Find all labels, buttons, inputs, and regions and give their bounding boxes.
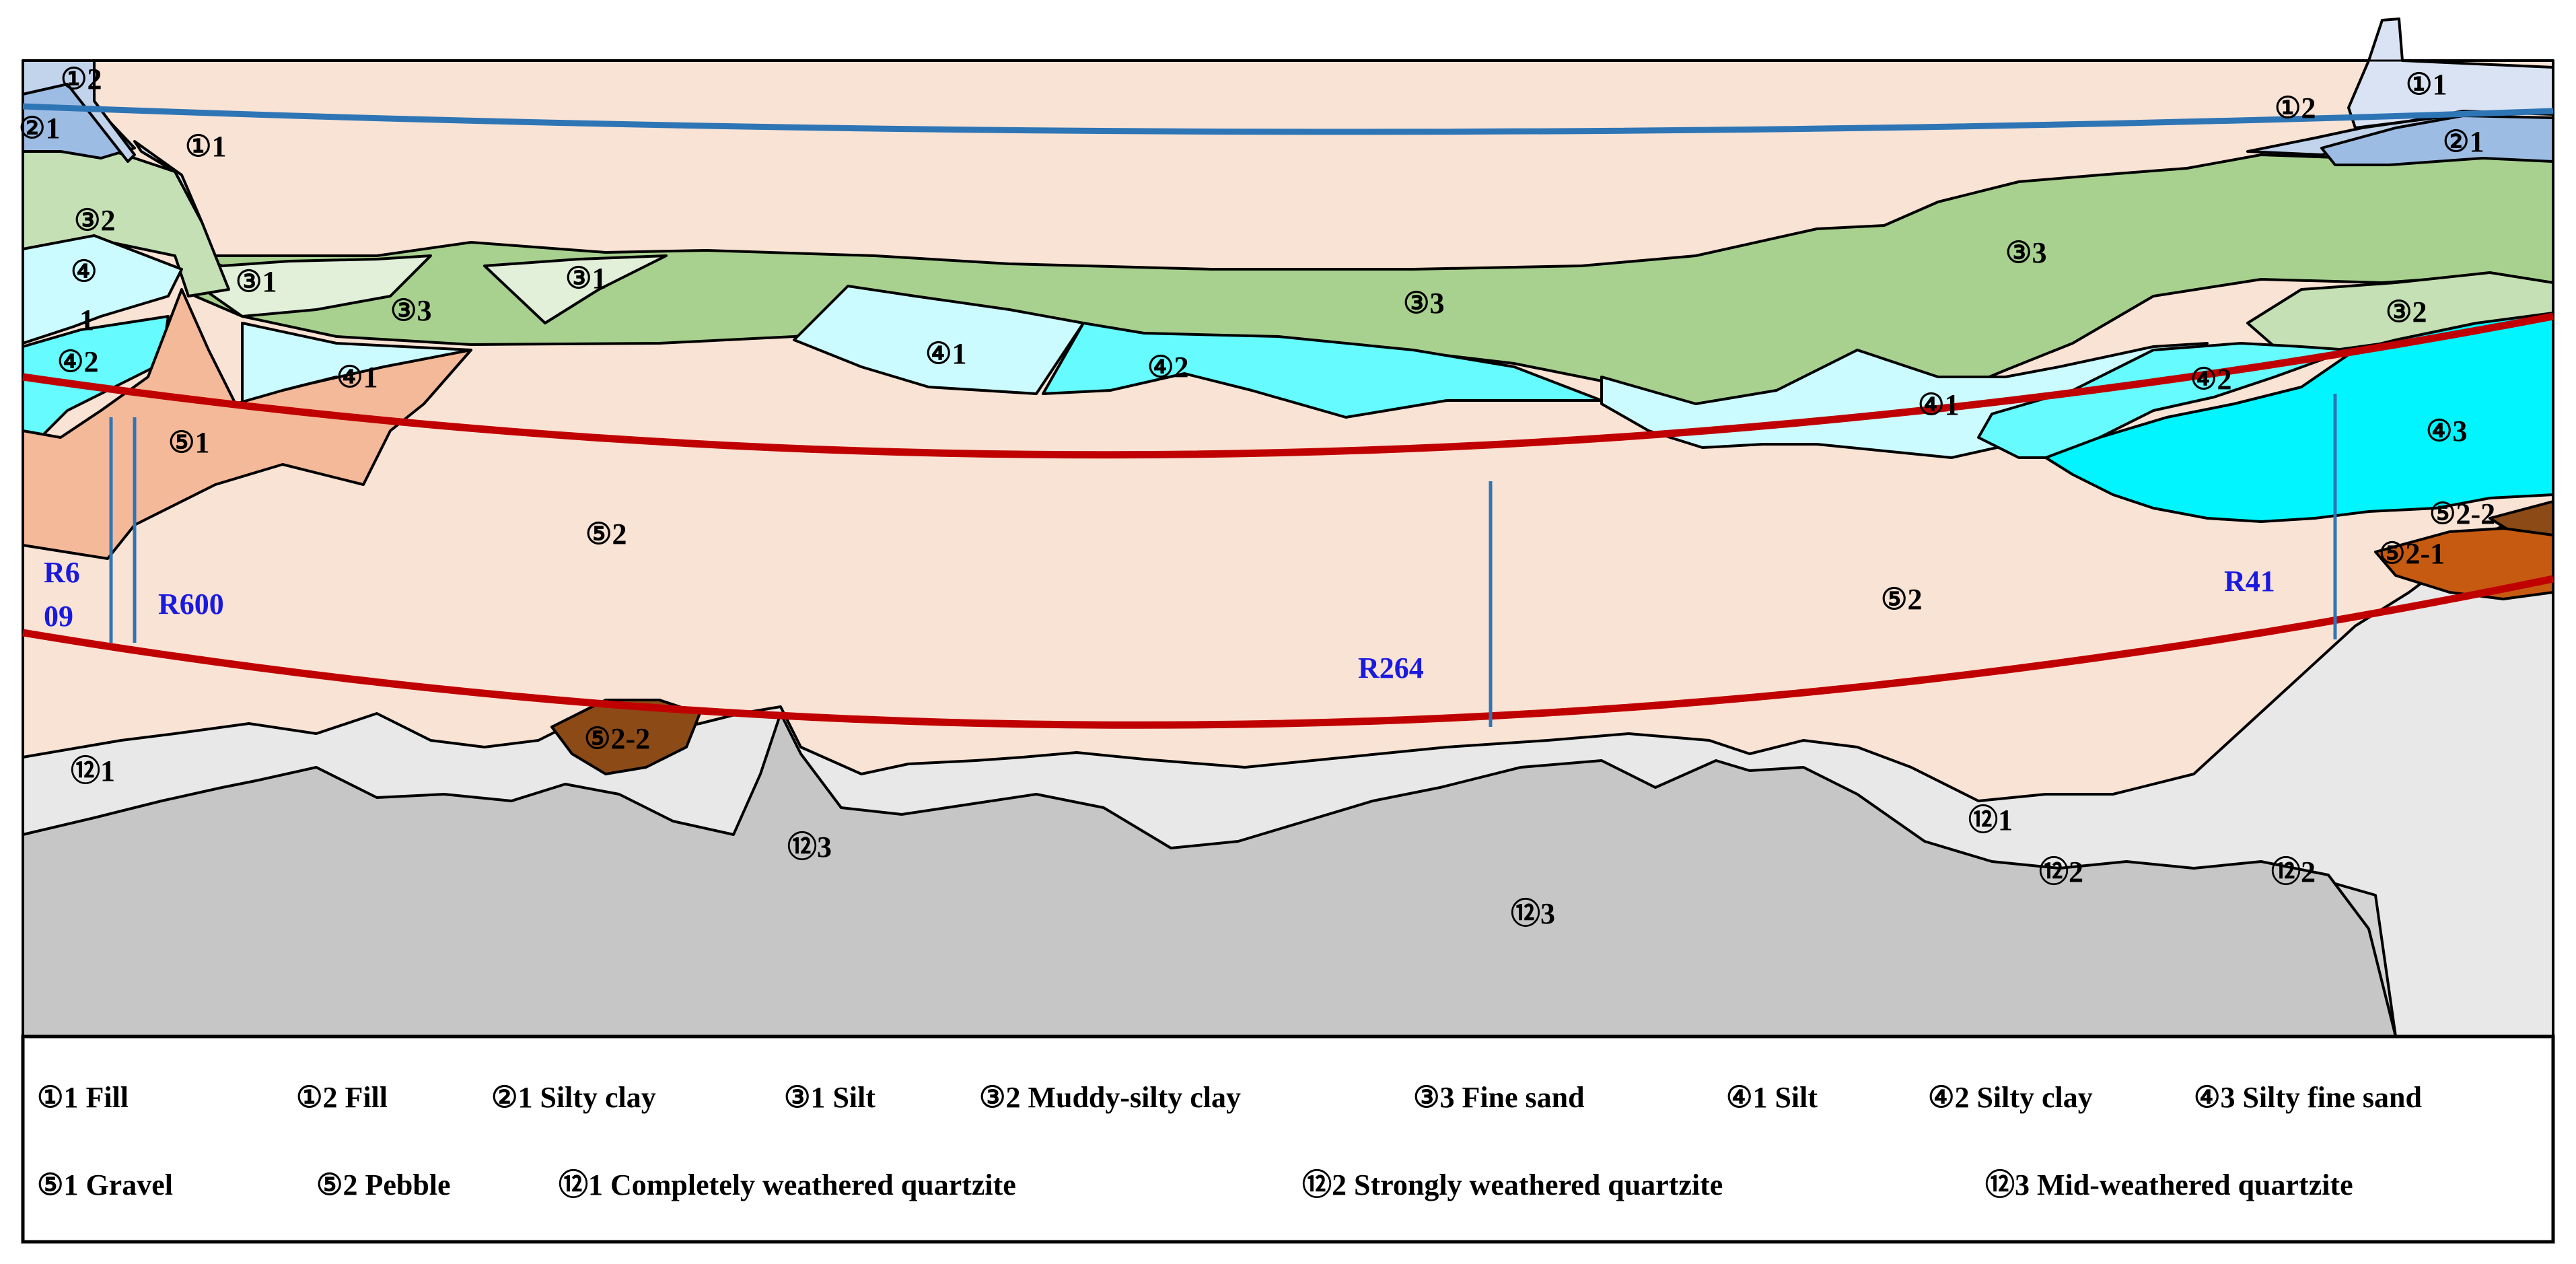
label-lens-left: ⑤2-2	[584, 722, 650, 755]
label-fine-sand-mid: ③3	[1403, 287, 1444, 320]
lens-5-2-2-left	[550, 699, 701, 775]
label-quartzite122-a: ⑫2	[2039, 855, 2083, 888]
tunnel-top-line	[22, 312, 2554, 459]
legend-item: ④2 Silty clay	[1928, 1081, 2093, 1114]
fill-1-1-left-layer	[133, 140, 203, 223]
label-quartzite123-main: ⑫3	[1511, 897, 1555, 930]
legend-item: ③1 Silt	[784, 1081, 875, 1114]
silty-clay-4-2-mid-layer	[1042, 322, 1603, 419]
legend-item: ⑫3 Mid-weathered quartzite	[1985, 1168, 2353, 1201]
legend-box	[21, 1034, 2555, 1244]
legend-item: ⑫2 Strongly weathered quartzite	[1302, 1168, 1723, 1201]
borehole-label-r264: R264	[1358, 652, 1424, 684]
legend-item: ③3 Fine sand	[1413, 1081, 1585, 1114]
label-silty-clay-left: ②1	[19, 112, 60, 145]
borehole-label-r609-b: 09	[44, 600, 73, 633]
legend-item: ①2 Fill	[296, 1081, 388, 1114]
label-fill-left-top: ①2	[61, 63, 102, 96]
label-fine-sand-right: ③3	[2005, 236, 2046, 269]
label-silty-clay-right: ②1	[2443, 125, 2484, 158]
label-fill-right-1: ①1	[2406, 68, 2447, 101]
label-silty-clay4-left: ④2	[57, 345, 98, 378]
legend-row-1: ①1 Fill ①2 Fill ②1 Silty clay ③1 Silt ③2…	[37, 1081, 2422, 1114]
silt-4-1-left-top-layer	[22, 234, 183, 345]
borehole-label-r41: R41	[2224, 565, 2275, 598]
water-level-line	[22, 103, 2554, 135]
label-fill-left-mid: ①1	[185, 130, 226, 163]
label-fill-right-2: ①2	[2275, 92, 2316, 125]
label-silt4-left-b: 1	[79, 304, 94, 337]
legend-item: ①1 Fill	[37, 1081, 129, 1114]
label-silty-clay4-right: ④2	[2190, 363, 2231, 396]
label-silt4-mid: ④1	[925, 337, 966, 370]
legend-item: ⑤1 Gravel	[37, 1168, 173, 1201]
silty-clay-4-2-right-layer	[1977, 342, 2350, 459]
label-quartzite121-left: ⑫1	[71, 754, 115, 787]
label-silty-clay4-mid: ④2	[1147, 351, 1188, 384]
label-quartzite122-b: ⑫2	[2271, 855, 2316, 888]
legend-item: ⑤2 Pebble	[316, 1168, 451, 1201]
quartzite-12-3-layer	[22, 712, 2397, 1038]
legend-item: ②1 Silty clay	[491, 1081, 656, 1114]
legend-item: ④3 Silty fine sand	[2194, 1081, 2422, 1114]
fill-1-2-left-layer	[22, 59, 136, 163]
label-muddy-left: ③2	[74, 204, 115, 237]
silty-fine-sand-4-3-layer	[2044, 312, 2554, 523]
silt-3-1-mid-layer	[483, 254, 668, 324]
label-quartzite121-right: ⑫1	[1968, 804, 2013, 837]
label-silt4-left2: ④1	[336, 361, 378, 394]
label-fine-sand-left: ③3	[390, 294, 431, 327]
label-silt4-left-a: ④	[71, 255, 97, 288]
legend-item: ③2 Muddy-silty clay	[979, 1081, 1241, 1114]
label-pebble-right: ⑤2	[1881, 583, 1922, 616]
label-silty-fine-sand-right: ④3	[2426, 415, 2467, 448]
label-silt3-left: ③1	[236, 265, 277, 298]
label-lens-right: ⑤2-1	[2379, 537, 2445, 570]
tunnel-bottom-line	[22, 575, 2554, 729]
label-silt4-right: ④1	[1918, 388, 1959, 421]
legend-item: ④1 Silt	[1726, 1081, 1818, 1114]
borehole-label-r609-a: R6	[44, 556, 80, 589]
label-lens-right-top: ⑤2-2	[2429, 497, 2495, 530]
legend-row-2: ⑤1 Gravel ⑤2 Pebble ⑫1 Completely weathe…	[37, 1168, 2353, 1201]
silt-3-1-left-layer	[187, 251, 432, 318]
label-muddy-right: ③2	[2386, 295, 2427, 328]
label-quartzite123-peak: ⑫3	[787, 831, 832, 864]
label-gravel-left: ⑤1	[168, 426, 209, 459]
legend-item: ⑫1 Completely weathered quartzite	[559, 1168, 1016, 1201]
borehole-label-r600: R600	[158, 588, 224, 621]
label-silt3-mid: ③1	[565, 262, 606, 295]
label-pebble-left: ⑤2	[585, 518, 627, 551]
